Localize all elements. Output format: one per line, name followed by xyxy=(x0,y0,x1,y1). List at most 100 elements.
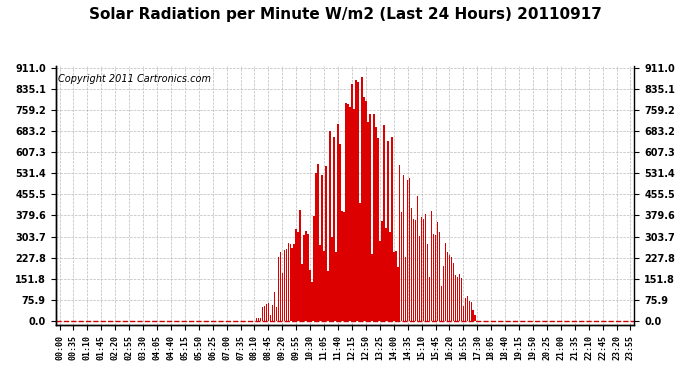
Bar xyxy=(308,234,309,321)
Bar xyxy=(425,214,426,321)
Bar xyxy=(290,244,291,321)
Bar xyxy=(333,138,335,321)
Bar xyxy=(391,136,393,321)
Bar xyxy=(405,258,406,321)
Bar xyxy=(441,286,442,321)
Bar xyxy=(397,267,399,321)
Bar xyxy=(317,164,319,321)
Bar xyxy=(462,306,464,321)
Bar xyxy=(475,315,476,321)
Bar xyxy=(385,228,386,321)
Bar xyxy=(469,302,470,321)
Bar xyxy=(371,255,373,321)
Bar xyxy=(342,211,343,321)
Bar xyxy=(407,180,408,321)
Bar xyxy=(277,257,279,321)
Bar xyxy=(327,272,329,321)
Bar xyxy=(415,220,416,321)
Bar xyxy=(270,315,271,321)
Bar xyxy=(345,103,347,321)
Bar xyxy=(365,101,366,321)
Bar xyxy=(272,304,273,321)
Bar xyxy=(417,196,418,321)
Bar xyxy=(426,244,428,321)
Bar xyxy=(335,252,337,321)
Bar xyxy=(369,114,371,321)
Bar xyxy=(319,244,321,321)
Bar xyxy=(266,304,267,321)
Bar xyxy=(453,263,454,321)
Bar xyxy=(387,141,388,321)
Bar xyxy=(268,303,269,321)
Bar xyxy=(363,97,365,321)
Bar xyxy=(411,208,413,321)
Bar xyxy=(471,302,472,321)
Bar xyxy=(299,210,301,321)
Bar xyxy=(275,307,277,321)
Bar xyxy=(428,277,431,321)
Bar xyxy=(349,107,351,321)
Bar xyxy=(421,217,422,321)
Bar xyxy=(433,234,434,321)
Bar xyxy=(379,241,381,321)
Bar xyxy=(431,211,433,321)
Text: Copyright 2011 Cartronics.com: Copyright 2011 Cartronics.com xyxy=(59,74,212,84)
Bar xyxy=(359,203,361,321)
Bar xyxy=(295,229,297,321)
Text: Solar Radiation per Minute W/m2 (Last 24 Hours) 20110917: Solar Radiation per Minute W/m2 (Last 24… xyxy=(88,8,602,22)
Bar xyxy=(375,127,377,321)
Bar xyxy=(367,122,368,321)
Bar xyxy=(446,252,448,321)
Bar xyxy=(293,244,295,321)
Bar xyxy=(435,235,436,321)
Bar xyxy=(448,255,450,321)
Bar xyxy=(311,282,313,321)
Bar xyxy=(337,124,339,321)
Bar xyxy=(419,236,420,321)
Bar xyxy=(423,219,424,321)
Bar xyxy=(381,221,382,321)
Bar xyxy=(459,274,460,321)
Bar xyxy=(460,278,462,321)
Bar xyxy=(373,114,375,321)
Bar xyxy=(401,212,402,321)
Bar xyxy=(357,81,359,321)
Bar xyxy=(399,165,400,321)
Bar xyxy=(439,232,440,321)
Bar xyxy=(262,307,264,321)
Bar xyxy=(451,257,452,321)
Bar xyxy=(286,249,287,321)
Bar xyxy=(291,248,293,321)
Bar xyxy=(347,105,348,321)
Bar xyxy=(324,251,325,321)
Bar xyxy=(288,243,289,321)
Bar xyxy=(355,80,357,321)
Bar xyxy=(309,270,311,321)
Bar xyxy=(444,243,446,321)
Bar xyxy=(297,232,299,321)
Bar xyxy=(304,235,305,321)
Bar xyxy=(455,275,456,321)
Bar xyxy=(259,318,262,321)
Bar xyxy=(315,172,317,321)
Bar xyxy=(257,318,259,321)
Bar xyxy=(409,178,411,321)
Bar xyxy=(306,231,307,321)
Bar xyxy=(395,251,397,321)
Bar xyxy=(437,222,438,321)
Bar xyxy=(457,276,458,321)
Bar xyxy=(464,298,466,321)
Bar xyxy=(284,250,285,321)
Bar xyxy=(361,77,363,321)
Bar xyxy=(329,131,331,321)
Bar xyxy=(302,264,303,321)
Bar xyxy=(473,310,474,321)
Bar xyxy=(403,175,404,321)
Bar xyxy=(256,318,257,321)
Bar xyxy=(389,232,391,321)
Bar xyxy=(353,108,355,321)
Bar xyxy=(443,266,444,321)
Bar xyxy=(413,219,415,321)
Bar xyxy=(279,252,281,321)
Bar xyxy=(393,252,395,321)
